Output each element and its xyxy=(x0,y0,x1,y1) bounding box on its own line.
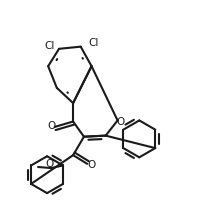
Text: Cl: Cl xyxy=(44,41,54,51)
Text: O: O xyxy=(87,160,96,170)
Text: O: O xyxy=(117,117,125,127)
Text: O: O xyxy=(45,159,53,169)
Text: O: O xyxy=(47,121,55,131)
Text: Cl: Cl xyxy=(88,38,99,48)
